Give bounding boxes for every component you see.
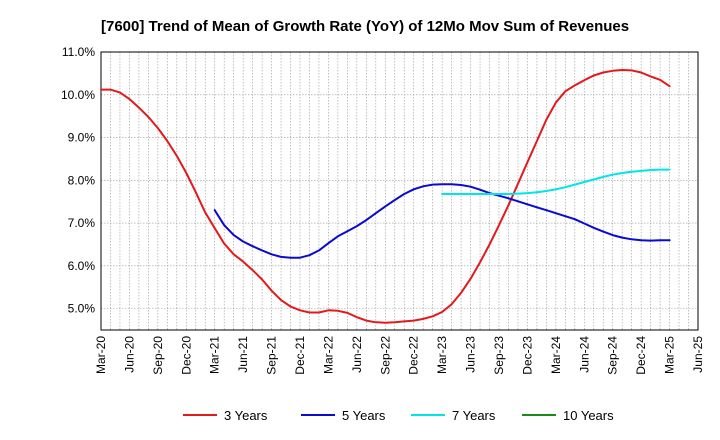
x-tick-label: Jun-25: [691, 336, 705, 373]
series-line-7-years: [441, 168, 671, 195]
x-tick-label: Sep-23: [492, 336, 506, 375]
y-tick-label: 9.0%: [68, 131, 96, 145]
x-tick-label: Mar-20: [94, 336, 108, 374]
x-tick-label: Jun-22: [350, 336, 364, 373]
legend: 3 Years 5 Years 7 Years 10 Years: [183, 408, 614, 423]
x-tick-label: Mar-25: [663, 336, 677, 374]
x-tick-label: Sep-20: [151, 336, 165, 375]
grid-vertical: [110, 52, 689, 330]
y-tick-label: 11.0%: [62, 45, 95, 59]
legend-label: 10 Years: [563, 408, 614, 423]
y-tick-label: 8.0%: [68, 173, 96, 187]
x-tick-label: Dec-20: [179, 336, 193, 375]
x-tick-label: Jun-23: [464, 336, 478, 373]
chart-title: [7600] Trend of Mean of Growth Rate (YoY…: [101, 18, 629, 35]
x-tick-label: Mar-22: [321, 336, 335, 374]
y-axis-ticks: 11.0% 10.0% 9.0% 8.0% 7.0% 6.0% 5.0%: [61, 45, 95, 316]
legend-label: 5 Years: [342, 408, 386, 423]
x-tick-label: Mar-23: [435, 336, 449, 374]
x-tick-label: Dec-23: [520, 336, 534, 375]
y-tick-label: 5.0%: [68, 302, 96, 316]
series-line-3-years: [100, 69, 671, 324]
x-axis-ticks: Mar-20 Jun-20 Sep-20 Dec-20 Mar-21 Jun-21 Sep-…: [94, 336, 705, 375]
legend-label: 3 Years: [224, 408, 268, 423]
x-tick-label: Dec-22: [407, 336, 421, 375]
x-tick-label: Dec-24: [634, 336, 648, 375]
x-tick-label: Jun-20: [122, 336, 136, 373]
y-tick-label: 6.0%: [68, 259, 96, 273]
x-tick-label: Sep-22: [378, 336, 392, 375]
grid-horizontal: [101, 94, 698, 309]
x-tick-label: Mar-24: [549, 336, 563, 374]
x-tick-label: Sep-21: [265, 336, 279, 375]
legend-label: 7 Years: [452, 408, 496, 423]
x-tick-label: Jun-21: [236, 336, 250, 373]
series-line-5-years: [213, 183, 671, 259]
y-tick-label: 10.0%: [61, 88, 95, 102]
x-tick-label: Sep-24: [606, 336, 620, 375]
x-tick-label: Jun-24: [577, 336, 591, 373]
y-tick-label: 7.0%: [68, 216, 96, 230]
plot-frame: [100, 51, 699, 331]
x-tick-label: Mar-21: [208, 336, 222, 374]
x-tick-label: Dec-21: [293, 336, 307, 375]
series-group: [100, 69, 671, 324]
plot-area: [101, 52, 698, 330]
